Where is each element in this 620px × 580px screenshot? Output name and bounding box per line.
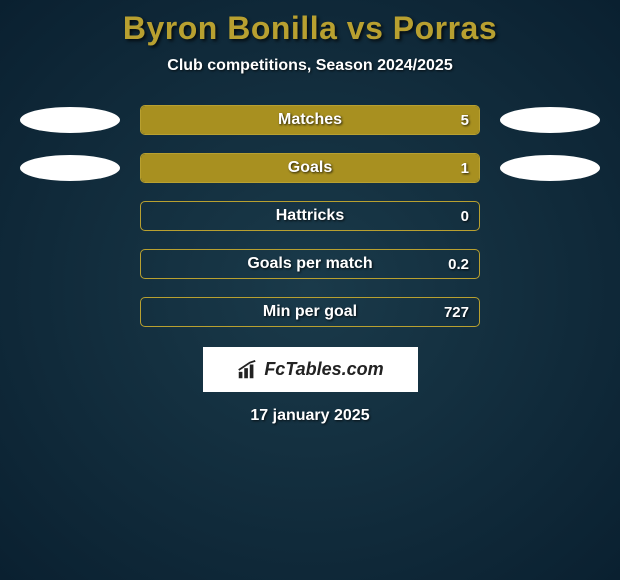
stat-row: Goals per match0.2 bbox=[0, 249, 620, 279]
stat-label: Min per goal bbox=[141, 303, 479, 321]
stat-row: Hattricks0 bbox=[0, 201, 620, 231]
stat-row: Min per goal727 bbox=[0, 297, 620, 327]
player-right-ellipse bbox=[500, 107, 600, 133]
player-left-ellipse bbox=[20, 155, 120, 181]
stat-bar: Matches5 bbox=[140, 105, 480, 135]
stat-bar: Hattricks0 bbox=[140, 201, 480, 231]
page-title: Byron Bonilla vs Porras bbox=[0, 10, 620, 47]
stat-value: 0 bbox=[461, 208, 469, 225]
stat-value: 727 bbox=[444, 304, 469, 321]
stat-value: 5 bbox=[461, 112, 469, 129]
stat-row: Goals1 bbox=[0, 153, 620, 183]
stat-label: Matches bbox=[141, 111, 479, 129]
stat-label: Goals per match bbox=[141, 255, 479, 273]
stat-bar: Goals per match0.2 bbox=[140, 249, 480, 279]
stat-label: Goals bbox=[141, 159, 479, 177]
player-right-ellipse bbox=[500, 155, 600, 181]
player-left-ellipse bbox=[20, 107, 120, 133]
logo-text: FcTables.com bbox=[264, 359, 383, 380]
chart-icon bbox=[236, 359, 258, 381]
stat-label: Hattricks bbox=[141, 207, 479, 225]
stats-list: Matches5Goals1Hattricks0Goals per match0… bbox=[0, 105, 620, 327]
date-label: 17 january 2025 bbox=[0, 407, 620, 425]
subtitle: Club competitions, Season 2024/2025 bbox=[0, 57, 620, 75]
stat-bar: Goals1 bbox=[140, 153, 480, 183]
stat-value: 0.2 bbox=[448, 256, 469, 273]
stat-row: Matches5 bbox=[0, 105, 620, 135]
stat-value: 1 bbox=[461, 160, 469, 177]
logo-box[interactable]: FcTables.com bbox=[203, 347, 418, 392]
stat-bar: Min per goal727 bbox=[140, 297, 480, 327]
